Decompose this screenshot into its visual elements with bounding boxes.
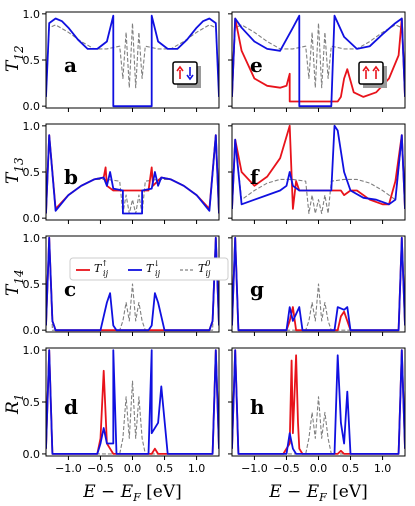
series-down-a	[46, 14, 219, 108]
x-axis-label: E − EF [eV]	[268, 482, 368, 504]
x-tick-label: 1.0	[188, 462, 206, 475]
legend-label-down: T↓ ij	[146, 259, 161, 278]
y-axis-label-text: T13	[3, 157, 26, 184]
series-down-e	[232, 14, 405, 108]
series-down-h	[232, 349, 405, 455]
series-down-c	[46, 236, 219, 332]
legend-label-up: T↑ ij	[94, 259, 109, 278]
panel-e: e	[228, 11, 406, 112]
panel-f: f	[228, 123, 406, 224]
panel-label-e: e	[250, 53, 263, 77]
series-zero-e	[232, 22, 405, 97]
x-tick-label: −1.0	[241, 462, 268, 475]
x-tick-label: −1.0	[55, 462, 82, 475]
y-axis-label-text: T14	[3, 269, 26, 296]
y-axis-label: T13	[3, 157, 26, 184]
y-tick-label: 1.0	[23, 232, 41, 245]
panel-label-f: f	[250, 165, 260, 189]
panel-label-b: b	[64, 165, 78, 189]
series-down-f	[232, 124, 405, 209]
y-axis-label-text: T12	[3, 45, 26, 72]
y-tick-label: 0.0	[23, 324, 41, 337]
panel-label-a: a	[64, 53, 77, 77]
x-tick-label: 0.0	[124, 462, 142, 475]
y-tick-label: 0.5	[23, 278, 41, 291]
spin-up-arrowhead-icon	[372, 65, 380, 72]
series-down-d	[46, 349, 219, 455]
y-tick-label: 0.5	[23, 54, 41, 67]
series-zero-f	[232, 139, 405, 215]
y-tick-label: 0.0	[23, 448, 41, 461]
x-tick-label: 1.0	[374, 462, 392, 475]
y-tick-label: 1.0	[23, 120, 41, 133]
spin-inset-box	[172, 61, 198, 85]
panel-c: 0.0 0.5 1.0 T14 c T↑ ij T↓ ij T0 ij	[3, 232, 229, 337]
y-tick-label: 1.0	[23, 344, 41, 357]
spin-up-arrowhead-icon	[362, 65, 370, 72]
spin-up-arrowhead-icon	[176, 65, 184, 72]
x-tick-label: 0.0	[310, 462, 328, 475]
y-tick-label: 0.5	[23, 166, 41, 179]
panel-b: 0.0 0.5 1.0 T13 b	[3, 120, 220, 225]
legend-label-zero: T0 ij	[198, 259, 211, 278]
panel-label-g: g	[250, 277, 264, 301]
legend-box	[69, 257, 229, 281]
x-axis-label: E − EF [eV]	[82, 482, 182, 504]
spin-down-arrowhead-icon	[186, 74, 194, 81]
y-tick-label: 1.0	[23, 8, 41, 21]
x-tick-label: 0.5	[342, 462, 360, 475]
series-zero-c	[46, 237, 219, 331]
y-tick-label: 0.5	[23, 396, 41, 409]
spin-inset-box	[358, 61, 384, 85]
y-axis-label: T12	[3, 45, 26, 72]
y-axis-label: R1	[3, 394, 26, 415]
panel-a: 0.0 0.5 1.0 T12 a	[3, 8, 220, 113]
series-down-b	[46, 134, 219, 215]
y-axis-label-text: R1	[3, 394, 26, 415]
panel-g: g	[228, 235, 406, 336]
y-tick-label: 0.0	[23, 100, 41, 113]
x-tick-label: 0.5	[156, 462, 174, 475]
panel-d: 0.0 0.5 1.0 −1.0 −0.5 0.0 0.5 1.0 R1 d	[3, 344, 220, 475]
y-tick-label: 0.0	[23, 212, 41, 225]
panel-label-c: c	[64, 277, 76, 301]
panel-label-h: h	[250, 395, 265, 419]
y-axis-label: T14	[3, 269, 26, 296]
x-tick-label: −0.5	[87, 462, 114, 475]
series-zero-g	[232, 237, 405, 331]
panel-h: −1.0 −0.5 0.0 0.5 1.0 h	[228, 347, 406, 475]
x-tick-label: −0.5	[273, 462, 300, 475]
series-down-g	[232, 236, 405, 332]
panel-label-d: d	[64, 395, 78, 419]
